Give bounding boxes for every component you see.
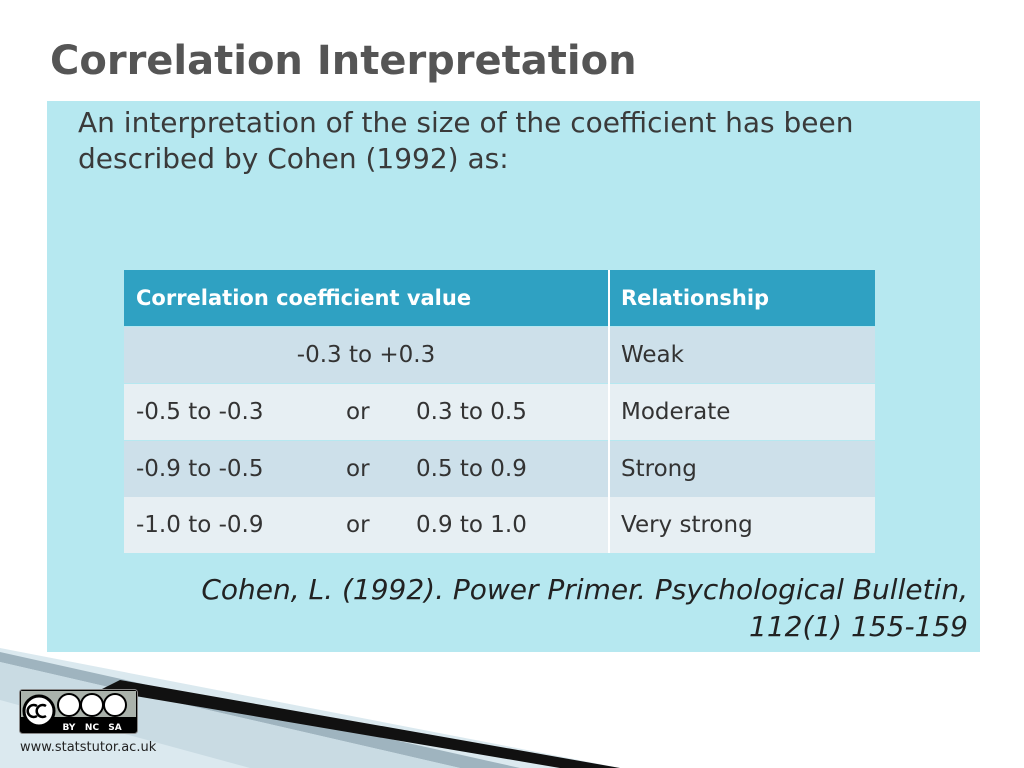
range-cell: -1.0 to -0.9 (136, 512, 264, 538)
citation: 112(1) 155-159 (749, 610, 968, 643)
header-cell: Relationship (621, 286, 770, 310)
license-label: SA (108, 723, 121, 733)
range-cell: 0.9 to 1.0 (416, 512, 527, 538)
relationship-cell: Moderate (621, 399, 731, 425)
header-cell: Correlation coefficient value (136, 286, 472, 310)
table-row: -0.9 to -0.5 or 0.5 to 0.9 Strong (124, 441, 875, 497)
range-cell: -0.3 to +0.3 (296, 342, 436, 368)
slide-title: Correlation Interpretation (50, 38, 637, 84)
or-cell: or (346, 512, 370, 538)
table-row: -0.3 to +0.3 Weak (124, 327, 875, 383)
table-row: -0.5 to -0.3 or 0.3 to 0.5 Moderate (124, 384, 875, 440)
or-cell: or (346, 456, 370, 482)
table-header: Correlation coefficient value Relationsh… (124, 270, 875, 326)
range-cell: -0.5 to -0.3 (136, 399, 264, 425)
range-cell: -0.9 to -0.5 (136, 456, 264, 482)
range-cell: 0.5 to 0.9 (416, 456, 527, 482)
or-cell: or (346, 399, 370, 425)
column-divider (608, 270, 610, 553)
citation: Cohen, L. (1992). Power Primer. Psycholo… (201, 573, 968, 606)
license-badge: BY NC SA (19, 689, 138, 734)
license-label: NC (85, 723, 100, 733)
intro-text: An interpretation of the size of the coe… (78, 106, 854, 139)
relationship-cell: Strong (621, 456, 697, 482)
table: Correlation coefficient value Relationsh… (124, 270, 875, 553)
intro-text: described by Cohen (1992) as: (78, 142, 509, 175)
table-row: -1.0 to -0.9 or 0.9 to 1.0 Very strong (124, 497, 875, 553)
footer-url: www.statstutor.ac.uk (20, 740, 157, 755)
range-cell: 0.3 to 0.5 (416, 399, 527, 425)
relationship-cell: Very strong (621, 512, 753, 538)
license-label: BY (63, 723, 76, 733)
relationship-cell: Weak (621, 342, 684, 368)
